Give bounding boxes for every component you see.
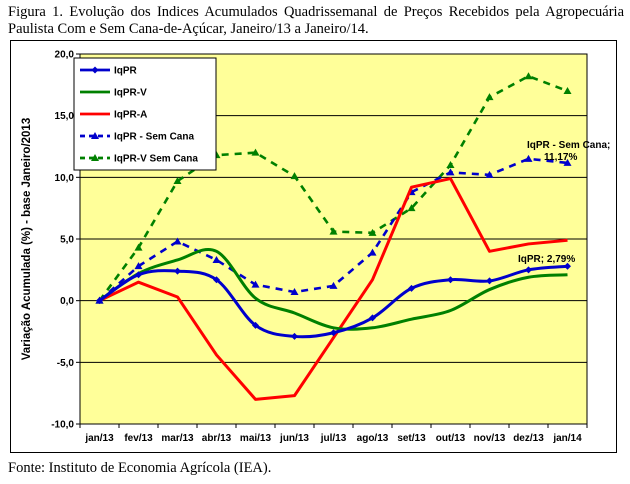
legend-label: IqPR-V Sem Cana <box>114 154 198 165</box>
y-tick-label: 10,0 <box>55 173 75 184</box>
legend: IqPR IqPR-V IqPR-A IqPR - Sem Cana IqPR-V Se… <box>73 57 217 171</box>
series-iqpr <box>96 262 571 340</box>
annotation-sem-cana-line2: 11,17% <box>544 152 577 163</box>
x-tick-label: dez/13 <box>513 433 544 444</box>
series-line <box>98 177 568 401</box>
data-point <box>290 172 299 180</box>
annotation-sem-cana-line1: IqPR - Sem Cana; <box>527 140 610 151</box>
x-tick-label: jul/13 <box>320 433 347 444</box>
series-lines <box>95 72 572 401</box>
legend-label: IqPR - Sem Cana <box>114 132 194 143</box>
data-point <box>290 288 299 296</box>
y-axis-label: Variação Acumulada (%) - base Janeiro/20… <box>21 118 33 360</box>
data-point <box>173 237 182 245</box>
data-point <box>447 276 454 284</box>
data-point <box>486 277 493 285</box>
x-tick-label: ago/13 <box>357 433 389 444</box>
y-tick-label: 15,0 <box>55 111 75 122</box>
data-point <box>251 148 260 156</box>
data-point <box>134 262 143 270</box>
legend-label: IqPR-V <box>114 88 147 99</box>
data-point <box>212 255 221 263</box>
legend-marker <box>91 154 99 161</box>
data-point <box>135 271 142 279</box>
data-point <box>174 267 181 275</box>
data-point <box>485 170 494 178</box>
data-point <box>525 266 532 274</box>
legend-item: IqPR-V Sem Cana <box>80 154 198 165</box>
y-tick-label: 20,0 <box>55 50 75 61</box>
x-tick-label: jan/14 <box>552 433 582 444</box>
y-tick-label: -10,0 <box>51 420 74 431</box>
annotation-iqpr: IqPR; 2,79% <box>518 254 575 265</box>
x-tick-label: set/13 <box>397 433 426 444</box>
data-point <box>368 228 377 236</box>
data-point <box>252 321 259 329</box>
series-iqpr-sem-cana <box>95 154 572 304</box>
x-tick-label: mai/13 <box>240 433 272 444</box>
legend-item: IqPR - Sem Cana <box>80 132 194 143</box>
y-tick-label: -5,0 <box>57 358 75 369</box>
data-point <box>407 204 416 212</box>
data-point <box>173 177 182 185</box>
x-tick-label: fev/13 <box>124 433 153 444</box>
data-point <box>134 243 143 251</box>
x-tick-label: mar/13 <box>161 433 194 444</box>
series-line <box>98 247 568 331</box>
data-point <box>369 314 376 322</box>
x-tick-label: abr/13 <box>202 433 232 444</box>
data-point <box>329 281 338 289</box>
x-axis-ticks: jan/13 fev/13 mar/13 abr/13 mai/13 jun/13 jul/… <box>79 424 588 444</box>
data-point <box>408 284 415 292</box>
legend-label: IqPR <box>114 66 138 77</box>
annotations: IqPR - Sem Cana;11,17% IqPR; 2,79% <box>518 140 610 265</box>
data-point <box>329 227 338 235</box>
legend-item: IqPR-A <box>80 110 147 121</box>
data-point <box>446 168 455 176</box>
data-point <box>524 154 533 162</box>
data-point <box>563 158 572 166</box>
data-point <box>563 87 572 94</box>
data-point <box>368 248 377 256</box>
figure-source: Fonte: Instituto de Economia Agrícola (I… <box>8 460 272 476</box>
legend-item: IqPR <box>80 66 138 77</box>
x-tick-label: jan/13 <box>84 433 114 444</box>
series-iqpr-a <box>98 177 568 401</box>
legend-marker <box>91 132 99 139</box>
x-tick-label: out/13 <box>436 433 466 444</box>
x-tick-label: nov/13 <box>474 433 506 444</box>
data-point <box>564 262 571 270</box>
data-point <box>446 161 455 168</box>
legend-item: IqPR-V <box>80 88 147 99</box>
data-point <box>330 329 337 337</box>
data-point <box>524 72 533 80</box>
y-tick-label: 0,0 <box>60 296 74 307</box>
y-tick-label: 5,0 <box>60 235 74 246</box>
data-point <box>251 280 260 288</box>
legend-label: IqPR-A <box>114 110 147 121</box>
legend-marker <box>91 66 99 74</box>
series-iqpr-v <box>98 247 568 331</box>
figure-caption: Figura 1. Evolução dos Indices Acumulado… <box>8 4 624 37</box>
data-point <box>213 276 220 284</box>
data-point <box>96 297 103 305</box>
x-tick-label: jun/13 <box>279 433 309 444</box>
y-axis-ticks: 20,0 15,0 10,0 5,0 0,0 -5,0 -10,0 <box>51 50 80 431</box>
data-point <box>485 93 494 101</box>
data-point <box>291 332 298 340</box>
